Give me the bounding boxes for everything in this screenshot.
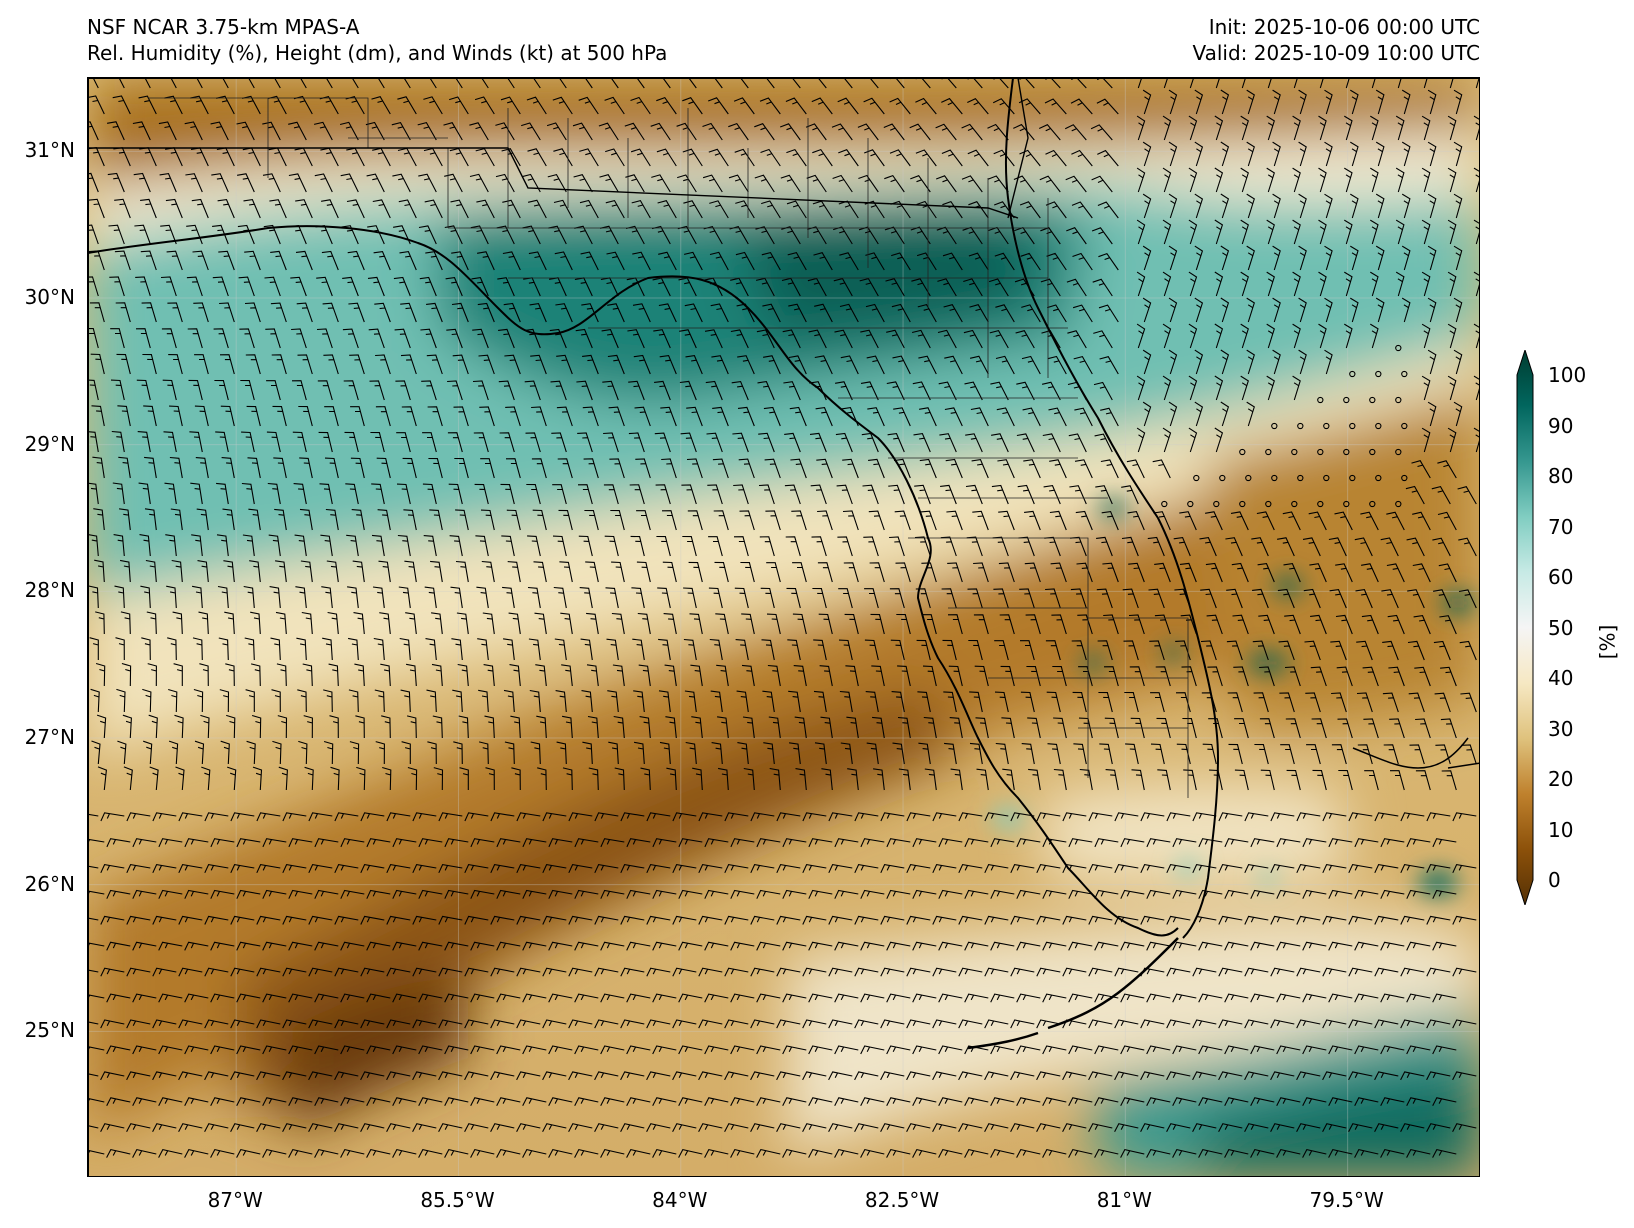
colorbar-tick-label: 60: [1548, 565, 1574, 589]
colorbar: [1516, 350, 1534, 905]
colorbar-tick-label: 40: [1548, 666, 1574, 690]
humidity-field: [88, 78, 1479, 1176]
colorbar-tick-label: 30: [1548, 716, 1574, 741]
bahamas-coast: [1352, 737, 1479, 769]
lon-label: 81°W: [1096, 1188, 1152, 1212]
lon-label: 82.5°W: [864, 1188, 940, 1212]
lat-label: 30°N: [24, 285, 75, 309]
florida-keys: [967, 937, 1179, 1050]
lat-label: 27°N: [24, 725, 75, 749]
field-title: Rel. Humidity (%), Height (dm), and Wind…: [87, 41, 668, 65]
lat-label: 29°N: [24, 431, 75, 456]
lon-label: 87°W: [207, 1188, 263, 1212]
coastline-panhandle: [88, 225, 1179, 937]
lat-label: 26°N: [24, 871, 75, 896]
model-title: NSF NCAR 3.75-km MPAS-A: [87, 15, 360, 39]
colorbar-tick-label: 70: [1548, 514, 1574, 539]
colorbar-tick-label: 10: [1548, 817, 1574, 842]
calm-wind-markers: [1161, 344, 1408, 508]
lon-label: 84°W: [652, 1188, 708, 1212]
colorbar-tick-label: 90: [1548, 413, 1574, 438]
map-panel[interactable]: [87, 77, 1480, 1177]
map-canvas[interactable]: [88, 78, 1480, 1177]
wind-barbs: [88, 78, 1479, 1158]
colorbar-tick-label: 0: [1548, 868, 1561, 892]
colorbar-tick-label: 20: [1548, 767, 1574, 791]
title-left: NSF NCAR 3.75-km MPAS-A Rel. Humidity (%…: [87, 14, 667, 66]
title-right: Init: 2025-10-06 00:00 UTC Valid: 2025-1…: [1192, 14, 1480, 66]
colorbar-unit: [%]: [1595, 624, 1620, 660]
coastline-atlantic: [1004, 78, 1220, 939]
colorbar-tick-label: 100: [1548, 363, 1587, 387]
lat-label: 25°N: [24, 1018, 75, 1043]
lat-label: 28°N: [24, 578, 75, 603]
lon-label: 79.5°W: [1309, 1188, 1384, 1212]
graticule: [88, 78, 1479, 1176]
colorbar-tick-label: 50: [1548, 615, 1574, 640]
init-time: Init: 2025-10-06 00:00 UTC: [1208, 15, 1480, 39]
valid-time: Valid: 2025-10-09 10:00 UTC: [1192, 41, 1480, 65]
state-border: [88, 78, 1029, 219]
lat-label: 31°N: [24, 138, 75, 163]
lon-label: 85.5°W: [420, 1188, 495, 1212]
colorbar-tick-label: 80: [1548, 464, 1574, 488]
